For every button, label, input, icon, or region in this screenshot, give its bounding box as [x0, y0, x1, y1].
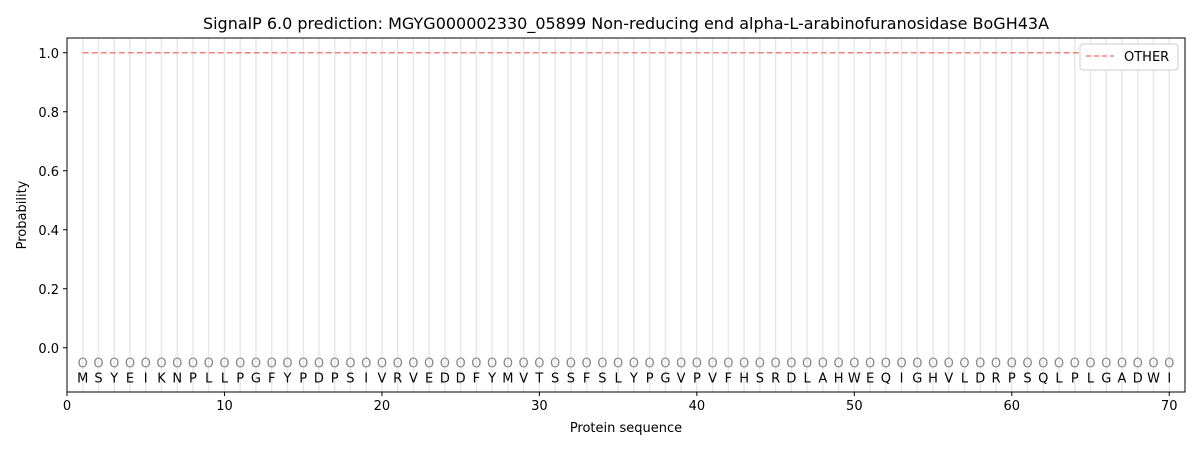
y-axis-label: Probability [15, 180, 30, 249]
x-tick-label: 20 [374, 399, 391, 414]
x-tick-label: 50 [846, 399, 863, 414]
y-tick-label: 0.6 [38, 165, 59, 180]
y-tick-label: 0.4 [38, 224, 59, 239]
x-tick-label: 60 [1004, 399, 1021, 414]
legend-label-other: OTHER [1124, 50, 1169, 65]
region-labels: OOOOOOOOOOOOOOOOOOOOOOOOOOOOOOOOOOOOOOOO… [78, 357, 1175, 372]
x-tick-label: 0 [63, 399, 71, 414]
x-tick-label: 70 [1161, 399, 1178, 414]
x-tick-label: 40 [689, 399, 706, 414]
x-tick-label: 10 [216, 399, 233, 414]
legend: OTHER [1079, 43, 1179, 71]
y-tick-label: 1.0 [38, 47, 59, 62]
plot-frame [66, 37, 1186, 393]
x-axis-label: Protein sequence [570, 421, 682, 436]
sequence-labels: MSYEIKNPLLPGFYPDPSIVRVEDDFYMVTSSFSLYPGVP… [77, 371, 1171, 386]
y-tick-label: 0.0 [38, 342, 59, 357]
x-tick-label: 30 [531, 399, 548, 414]
y-tick-label: 0.8 [38, 106, 59, 121]
y-tick-label: 0.2 [38, 283, 59, 298]
chart-title: SignalP 6.0 prediction: MGYG000002330_05… [203, 14, 1049, 34]
